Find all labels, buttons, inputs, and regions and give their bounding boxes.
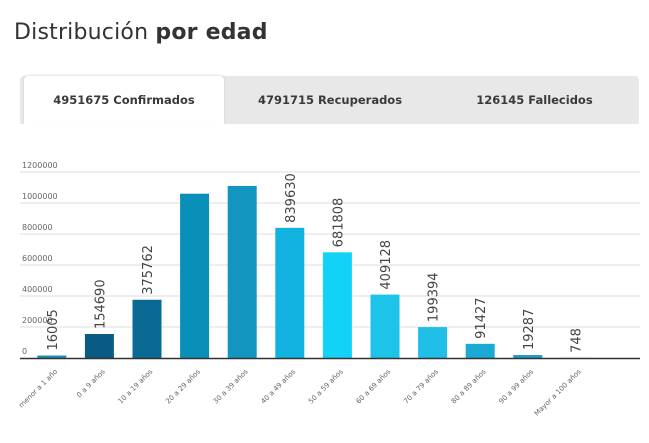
x-category-label: 80 a 89 años [450, 368, 488, 406]
y-tick-label: 0 [22, 347, 27, 356]
bar [370, 294, 400, 358]
x-category-label: menor a 1 año [17, 368, 59, 410]
x-category-label: 0 a 9 años [75, 368, 107, 400]
bar-data-label: 16005 [46, 309, 61, 350]
tab-recuperados[interactable]: 4791715 Recuperados [257, 93, 403, 107]
bar-data-label: 199394 [427, 272, 442, 322]
x-category-label: 50 a 59 años [307, 368, 345, 406]
x-category-label: 30 a 39 años [212, 368, 250, 406]
bar-data-label: 839630 [284, 173, 299, 223]
bar-data-label: 409128 [379, 240, 394, 290]
page-title-light: Distribución [14, 20, 149, 45]
bar [227, 185, 257, 358]
bar [513, 355, 543, 358]
x-category-label: 40 a 49 años [259, 368, 297, 406]
bar [322, 252, 352, 358]
bar [465, 343, 495, 358]
y-tick-label: 600000 [22, 254, 53, 263]
tab-bar: 4951675 Confirmados 4791715 Recuperados … [20, 76, 639, 124]
bar-data-label: 748 [569, 328, 584, 353]
bar [275, 227, 305, 358]
y-tick-label: 1000000 [22, 192, 58, 201]
bar-data-label: 154690 [93, 279, 108, 329]
bar [418, 327, 448, 358]
page-title: Distribución por edad [14, 20, 268, 45]
bar [37, 355, 67, 358]
bar [84, 334, 114, 358]
bar-data-label: 19287 [522, 309, 537, 350]
bar [132, 299, 162, 358]
tab-confirmados[interactable]: 4951675 Confirmados [24, 76, 224, 124]
x-category-label: 20 a 29 años [164, 368, 202, 406]
bar-data-label: 681808 [331, 198, 346, 248]
tab-fallecidos[interactable]: 126145 Fallecidos [476, 93, 593, 107]
age-distribution-chart: 0 200000 400000 600000 800000 1000000 1200000 1… [17, 161, 640, 418]
y-tick-label: 1200000 [22, 161, 58, 170]
page-title-bold: por edad [155, 20, 268, 45]
y-tick-label: 200000 [22, 316, 53, 325]
bar [180, 193, 210, 358]
x-category-label: Mayor a 100 años [533, 368, 583, 418]
y-tick-label: 400000 [22, 285, 53, 294]
x-category-label: 10 a 19 años [117, 368, 155, 406]
x-category-label: 60 a 69 años [355, 368, 393, 406]
y-tick-label: 800000 [22, 223, 53, 232]
bar-data-label: 91427 [474, 297, 489, 338]
x-category-label: 90 a 99 años [497, 368, 535, 406]
x-category-label: 70 a 79 años [402, 368, 440, 406]
bar-data-label: 375762 [141, 245, 156, 295]
